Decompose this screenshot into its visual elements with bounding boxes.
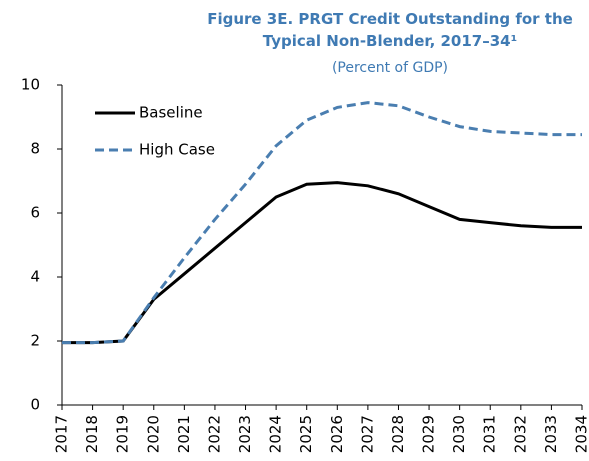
x-tick-label: 2027 (358, 415, 376, 453)
x-tick-label: 2030 (450, 415, 468, 453)
chart-subtitle: (Percent of GDP) (331, 60, 449, 76)
y-tick-label: 2 (30, 332, 40, 350)
x-tick-label: 2028 (389, 415, 407, 453)
x-tick-label: 2020 (144, 415, 162, 453)
x-tick-label: 2029 (420, 415, 438, 453)
x-tick-label: 2019 (114, 415, 132, 453)
legend-label: Baseline (139, 104, 203, 122)
legend-label: High Case (139, 141, 215, 159)
y-tick-label: 4 (30, 268, 40, 286)
x-tick-label: 2022 (205, 415, 223, 453)
x-tick-label: 2021 (175, 415, 193, 453)
x-tick-label: 2018 (83, 415, 101, 453)
x-tick-label: 2017 (53, 415, 71, 453)
x-tick-label: 2032 (511, 415, 529, 453)
line-series (62, 101, 582, 345)
y-tick-label: 6 (30, 204, 40, 222)
y-tick-label: 8 (30, 140, 40, 158)
x-tick-label: 2034 (573, 415, 589, 453)
x-tick-label: 2026 (328, 415, 346, 453)
x-tick-label: 2031 (481, 415, 499, 453)
x-tick-label: 2024 (267, 415, 285, 453)
y-tick-label: 0 (30, 396, 40, 414)
chart-title: Figure 3E. PRGT Credit Outstanding for t… (207, 10, 573, 50)
x-tick-label: 2025 (297, 415, 315, 453)
x-tick-label: 2023 (236, 415, 254, 453)
y-tick-label: 10 (21, 76, 40, 94)
x-tick-label: 2033 (542, 415, 560, 453)
